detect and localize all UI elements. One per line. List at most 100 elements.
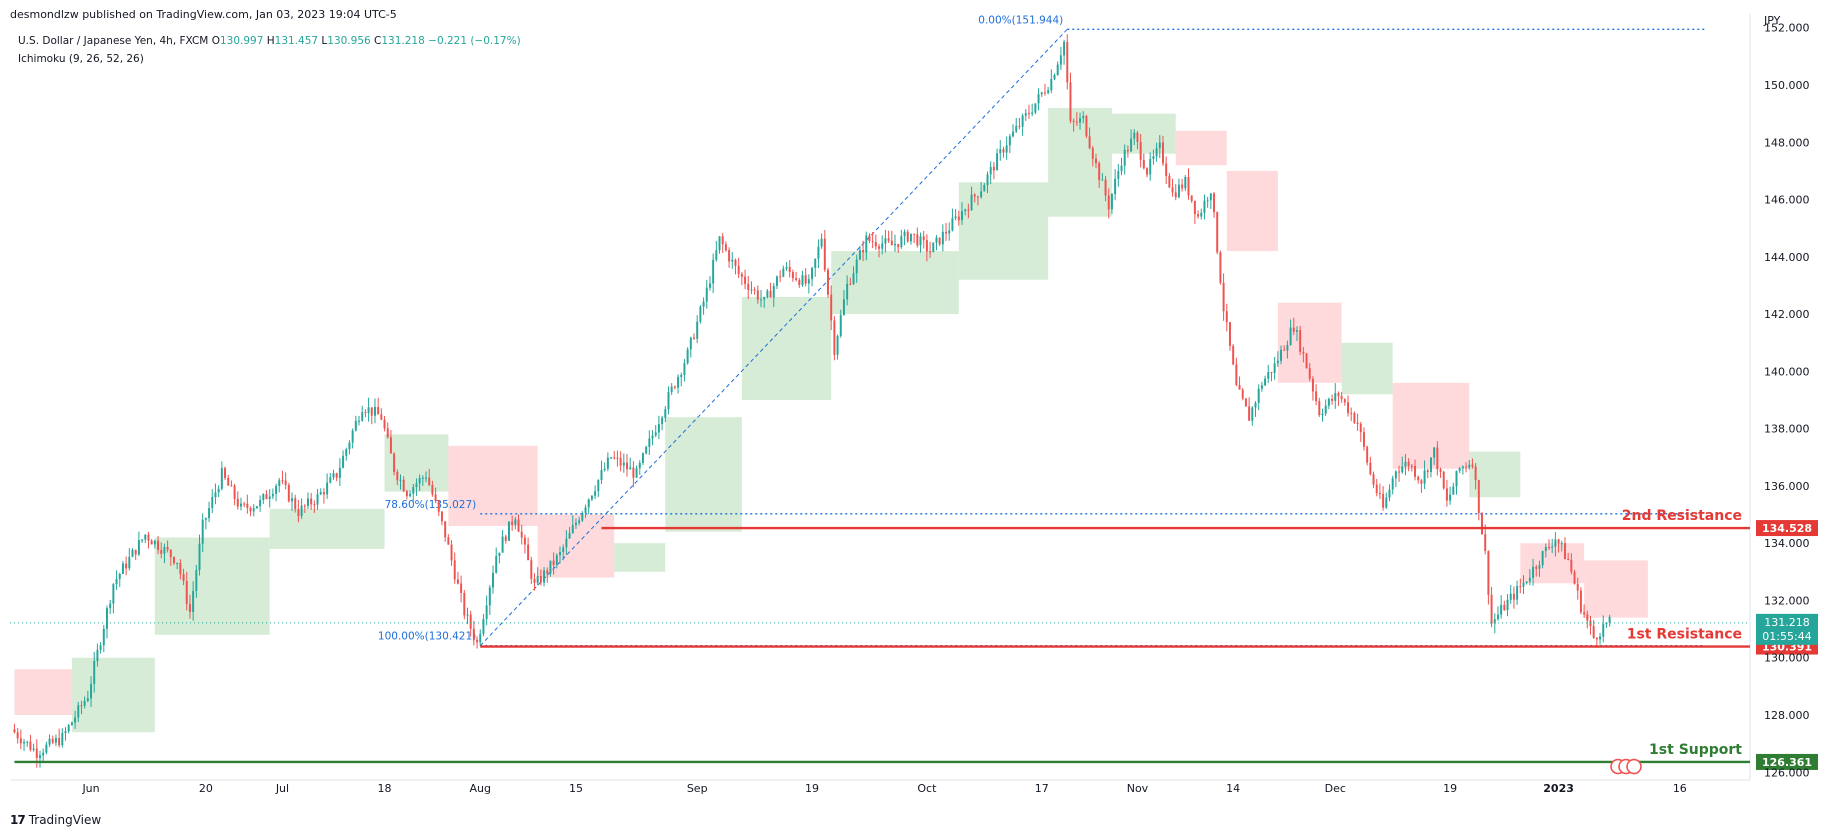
candle-body [1040,92,1043,95]
candle-body [1592,626,1595,638]
candle-body [680,374,683,377]
candle-body [616,457,619,459]
cloud-segment [1226,170,1278,252]
candle-body [1337,393,1340,397]
candle-body [389,437,392,454]
candle-body [900,236,903,248]
candle-body [179,562,182,575]
candle-body [1005,145,1008,153]
candle-body [1311,378,1314,392]
candle-body [1512,593,1515,600]
candle-body [1168,175,1171,188]
candle-body [42,752,45,756]
candle-body [677,376,680,388]
candle-body [1516,586,1519,600]
candle-body [1477,480,1480,514]
candle-body [1276,360,1279,364]
candle-body [527,544,530,561]
candle-body [176,562,179,564]
candle-body [1037,94,1040,104]
candle-body [862,250,865,253]
x-tick-label: 2023 [1543,782,1574,795]
candle-body [1595,637,1598,640]
candle-body [645,446,648,454]
candle-body [842,299,845,315]
candle-body [1257,388,1260,403]
candle-body [839,314,842,336]
candle-body [731,259,734,262]
tradingview-logo[interactable]: 17 TradingView [10,813,101,827]
candle-body [51,738,54,743]
candle-body [380,414,383,420]
x-tick-label: 14 [1226,782,1240,795]
candle-body [763,297,766,300]
candle-body [530,560,533,579]
candle-body [1551,546,1554,548]
candle-body [1369,462,1372,475]
candle-body [243,503,246,505]
candle-body [782,268,785,277]
candle-body [507,521,510,541]
candle-body [45,744,48,753]
candle-body [255,506,258,509]
candle-body [1203,200,1206,213]
candle-body [466,614,469,616]
candle-body [1216,212,1219,253]
candle-body [160,549,163,554]
candle-body [1589,620,1592,627]
x-tick-label: 19 [1443,782,1457,795]
candle-body [476,639,479,643]
candle-body [712,259,715,284]
candle-body [1302,352,1305,354]
candle-body [961,211,963,221]
candle-body [689,337,692,350]
candle-body [313,504,316,506]
candle-body [913,233,916,235]
level-price-label: 126.361 [1762,756,1812,769]
x-tick-label: Aug [470,782,491,795]
candle-body [1315,391,1318,402]
candle-body [827,269,829,295]
candle-body [823,238,826,270]
candle-body [1340,396,1343,400]
legend: U.S. Dollar / Japanese Yen, 4h, FXCM O13… [18,35,521,65]
candle-body [1455,470,1458,487]
candle-body [303,505,306,507]
level-price-box [1756,520,1818,537]
candle-body [641,453,644,463]
candle-body [807,279,810,284]
candle-body [1075,121,1078,123]
candle-body [1538,565,1541,569]
candle-body [1248,406,1251,421]
candle-body [1158,142,1161,149]
candle-body [520,531,523,538]
candle-body [1283,349,1286,351]
legend-value: 131.457 [275,35,322,47]
candle-body [501,536,504,553]
candle-body [153,540,156,545]
candle-body [1398,471,1401,473]
candle-body [418,477,421,484]
fib-level-label: 78.60%(135.027) [385,499,477,511]
ichimoku-cloud [14,107,1648,733]
candle-body [1567,559,1570,561]
candle-body [1500,604,1503,615]
candle-body [724,244,727,251]
candle-body [769,290,772,298]
legend-value: −0.221 (−0.17%) [428,35,521,47]
x-tick-label: 17 [1035,782,1049,795]
candle-body [1069,82,1072,121]
candle-body [1468,464,1471,468]
candle-body [147,534,150,541]
legend-value: 130.997 [220,35,267,47]
y-tick-label: 126.000 [1764,766,1810,779]
candle-body [393,453,396,473]
candle-body [195,570,198,591]
cloud-segment [958,182,1049,280]
candle-body [581,512,584,521]
candle-body [858,250,861,260]
candle-body [233,485,236,499]
candle-body [795,278,798,280]
candle-body [1232,345,1235,365]
